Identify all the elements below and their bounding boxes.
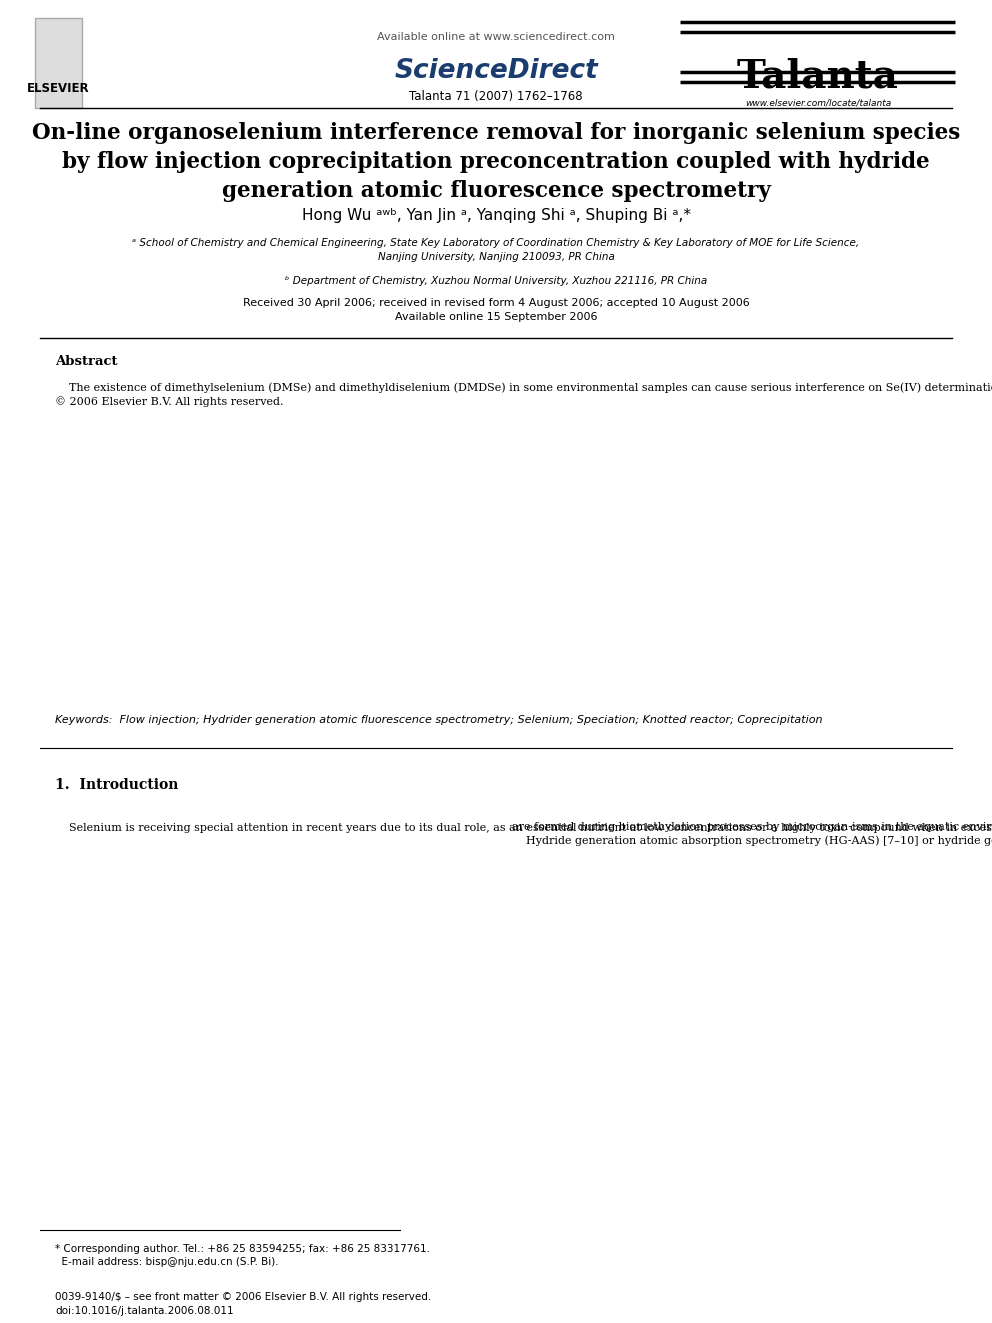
Text: Hong Wu ᵃʷᵇ, Yan Jin ᵃ, Yanqing Shi ᵃ, Shuping Bi ᵃ,*: Hong Wu ᵃʷᵇ, Yan Jin ᵃ, Yanqing Shi ᵃ, S… bbox=[302, 208, 690, 224]
Text: are formed during biomethylation processes by microorgan-isms in the aquatic env: are formed during biomethylation process… bbox=[512, 822, 992, 847]
Text: Selenium is receiving special attention in recent years due to its dual role, as: Selenium is receiving special attention … bbox=[55, 822, 992, 832]
Text: 0039-9140/$ – see front matter © 2006 Elsevier B.V. All rights reserved.
doi:10.: 0039-9140/$ – see front matter © 2006 El… bbox=[55, 1293, 432, 1316]
Text: Received 30 April 2006; received in revised form 4 August 2006; accepted 10 Augu: Received 30 April 2006; received in revi… bbox=[243, 298, 749, 321]
Text: ᵃ School of Chemistry and Chemical Engineering, State Key Laboratory of Coordina: ᵃ School of Chemistry and Chemical Engin… bbox=[133, 238, 859, 262]
Text: ScienceDirect: ScienceDirect bbox=[394, 58, 598, 83]
Bar bbox=[35, 19, 82, 108]
Text: ᵇ Department of Chemistry, Xuzhou Normal University, Xuzhou 221116, PR China: ᵇ Department of Chemistry, Xuzhou Normal… bbox=[285, 277, 707, 286]
Text: Abstract: Abstract bbox=[55, 355, 117, 368]
Text: Keywords:  Flow injection; Hydrider generation atomic fluorescence spectrometry;: Keywords: Flow injection; Hydrider gener… bbox=[55, 714, 822, 725]
Text: www.elsevier.com/locate/talanta: www.elsevier.com/locate/talanta bbox=[745, 98, 891, 107]
Text: 1.  Introduction: 1. Introduction bbox=[55, 778, 179, 792]
Text: ELSEVIER: ELSEVIER bbox=[27, 82, 90, 95]
Text: Talanta 71 (2007) 1762–1768: Talanta 71 (2007) 1762–1768 bbox=[409, 90, 583, 103]
Text: The existence of dimethylselenium (DMSe) and dimethyldiselenium (DMDSe) in some : The existence of dimethylselenium (DMSe)… bbox=[55, 382, 992, 407]
Text: * Corresponding author. Tel.: +86 25 83594255; fax: +86 25 83317761.
  E-mail ad: * Corresponding author. Tel.: +86 25 835… bbox=[55, 1244, 430, 1267]
Text: Available online at www.sciencedirect.com: Available online at www.sciencedirect.co… bbox=[377, 32, 615, 42]
Text: On-line organoselenium interference removal for inorganic selenium species
by fl: On-line organoselenium interference remo… bbox=[32, 122, 960, 201]
Text: Talanta: Talanta bbox=[737, 58, 899, 97]
